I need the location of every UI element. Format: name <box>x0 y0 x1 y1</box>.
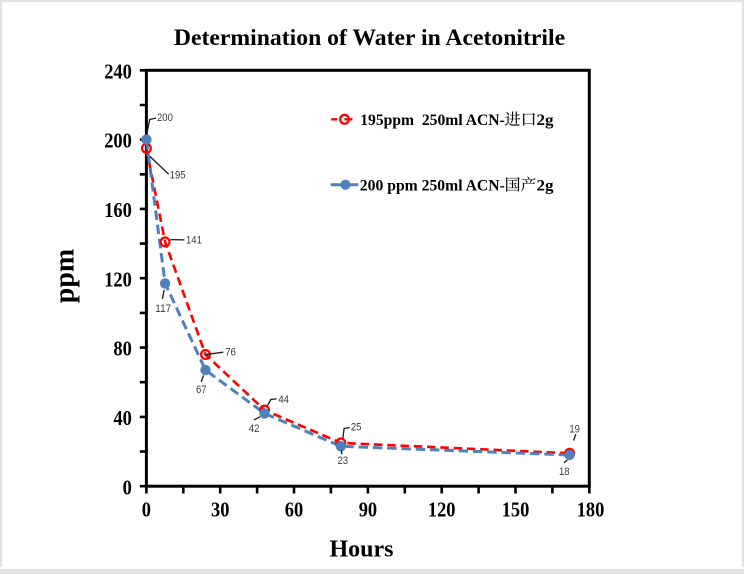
svg-text:90: 90 <box>359 497 377 521</box>
svg-text:120: 120 <box>104 267 132 291</box>
svg-text:67: 67 <box>196 384 207 396</box>
svg-text:180: 180 <box>577 497 605 521</box>
svg-text:2g: 2g <box>537 177 554 194</box>
svg-text:42: 42 <box>249 423 260 435</box>
svg-text:25: 25 <box>351 422 362 434</box>
svg-text:Determination of Water in Acet: Determination of Water in Acetonitrile <box>174 25 565 51</box>
svg-text:0: 0 <box>123 475 132 499</box>
svg-text:117: 117 <box>155 303 171 315</box>
svg-text:195: 195 <box>170 170 186 182</box>
svg-text:80: 80 <box>113 337 131 361</box>
svg-text:23: 23 <box>338 455 349 467</box>
svg-text:ppm: ppm <box>50 249 81 303</box>
svg-text:19: 19 <box>569 424 580 436</box>
svg-text:30: 30 <box>211 497 229 521</box>
svg-text:160: 160 <box>104 198 132 222</box>
svg-text:18: 18 <box>559 466 570 478</box>
svg-text:44: 44 <box>278 394 289 406</box>
svg-text:141: 141 <box>186 235 202 247</box>
svg-text:0: 0 <box>142 497 151 521</box>
svg-text:150: 150 <box>502 497 530 521</box>
svg-text:200: 200 <box>157 112 173 124</box>
svg-text:60: 60 <box>285 497 303 521</box>
svg-text:Hours: Hours <box>329 537 393 563</box>
svg-text:195ppm 250ml ACN-: 195ppm 250ml ACN- <box>360 112 505 129</box>
svg-text:76: 76 <box>225 347 236 359</box>
svg-text:200 ppm 250ml ACN-: 200 ppm 250ml ACN- <box>360 177 505 194</box>
svg-text:40: 40 <box>113 406 131 430</box>
svg-text:240: 240 <box>104 59 132 83</box>
svg-text:120: 120 <box>428 497 456 521</box>
svg-text:2g: 2g <box>537 112 554 129</box>
svg-text:200: 200 <box>104 129 132 153</box>
